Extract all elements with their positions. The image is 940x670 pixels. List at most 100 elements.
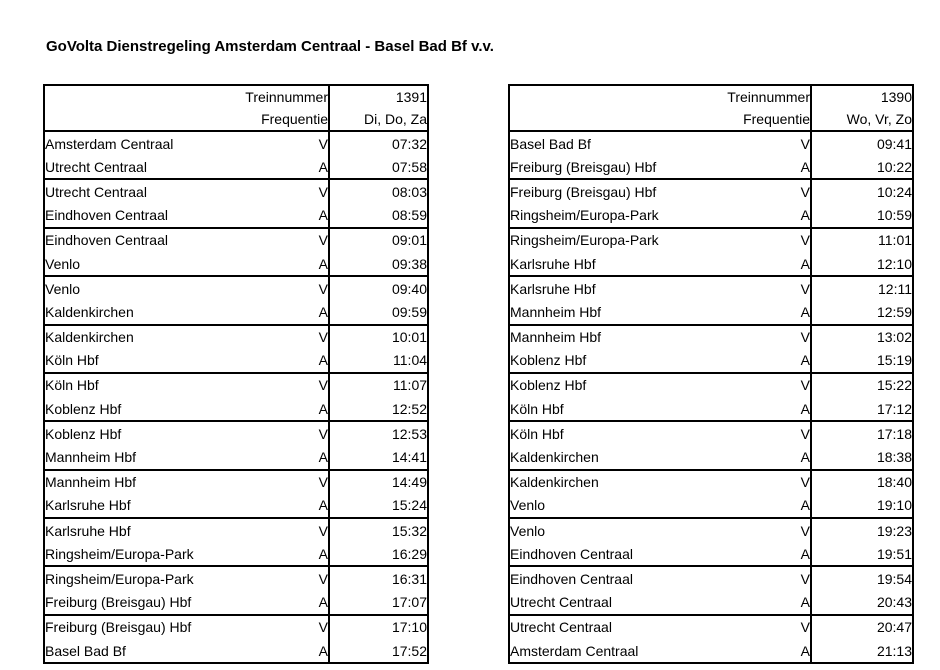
stop-type: V bbox=[294, 371, 330, 398]
timetable-row: Amsterdam Centraal A 21:13 bbox=[509, 638, 914, 664]
stop-time: 16:31 bbox=[328, 565, 429, 591]
station-name: Venlo bbox=[510, 497, 546, 514]
station-name: Eindhoven Centraal bbox=[44, 226, 294, 252]
stop-time: 15:32 bbox=[328, 516, 429, 543]
timetable-body: Amsterdam Centraal V 07:32 Utrecht Centraal… bbox=[44, 129, 429, 664]
stop-type: V bbox=[776, 275, 812, 301]
stop-time: 15:24 bbox=[328, 493, 429, 518]
frequency-value: Di, Do, Za bbox=[328, 108, 429, 131]
timetable-row: Kaldenkirchen A 18:38 bbox=[509, 445, 914, 470]
stop-time: 18:40 bbox=[810, 468, 914, 494]
train-number-row: Treinnummer 1391 bbox=[44, 85, 429, 108]
timetable-row: Utrecht Centraal V 08:03 bbox=[44, 178, 429, 204]
stop-time: 12:11 bbox=[810, 275, 914, 301]
timetable-row: Freiburg (Breisgau) Hbf A 10:22 bbox=[509, 155, 914, 180]
stop-type: A bbox=[318, 594, 329, 611]
station-name: Köln Hbf bbox=[509, 420, 776, 446]
stop-type: V bbox=[776, 516, 812, 543]
station-name: Utrecht Centraal bbox=[44, 178, 294, 204]
stop-time: 19:10 bbox=[810, 493, 914, 518]
station-name: Eindhoven Centraal bbox=[45, 207, 168, 224]
train-number-label: Treinnummer bbox=[245, 89, 329, 105]
stop-time: 09:01 bbox=[328, 226, 429, 252]
station-name: Kaldenkirchen bbox=[510, 449, 599, 466]
stop-type: A bbox=[800, 497, 811, 514]
station-name: Utrecht Centraal bbox=[45, 158, 147, 175]
stop-type: A bbox=[318, 642, 329, 659]
station-name: Mannheim Hbf bbox=[509, 323, 776, 349]
train-number-value: 1391 bbox=[328, 85, 429, 108]
stop-time: 14:41 bbox=[328, 445, 429, 470]
stop-type: V bbox=[776, 420, 812, 446]
timetable-row: Mannheim Hbf V 13:02 bbox=[509, 323, 914, 349]
train-number-row: Treinnummer 1390 bbox=[509, 85, 914, 108]
station-name: Amsterdam Centraal bbox=[44, 129, 294, 156]
stop-type: A bbox=[800, 545, 811, 562]
stop-time: 11:04 bbox=[328, 348, 429, 373]
stop-time: 19:51 bbox=[810, 542, 914, 567]
stop-type: A bbox=[318, 449, 329, 466]
timetable-row: Eindhoven Centraal V 09:01 bbox=[44, 226, 429, 252]
timetable-row: Eindhoven Centraal V 19:54 bbox=[509, 565, 914, 591]
timetable-row: Koblenz Hbf V 15:22 bbox=[509, 371, 914, 398]
stop-type: V bbox=[776, 129, 812, 156]
timetable-row: Eindhoven Centraal A 08:59 bbox=[44, 203, 429, 228]
stop-type: A bbox=[800, 352, 811, 369]
station-name: Basel Bad Bf bbox=[509, 129, 776, 156]
stop-time: 12:53 bbox=[328, 420, 429, 446]
stop-time: 17:18 bbox=[810, 420, 914, 446]
stop-time: 11:07 bbox=[328, 371, 429, 398]
stop-time: 09:59 bbox=[328, 300, 429, 325]
stop-type: A bbox=[318, 303, 329, 320]
stop-time: 10:01 bbox=[328, 323, 429, 349]
timetable-row: Amsterdam Centraal V 07:32 bbox=[44, 129, 429, 156]
timetable-row: Mannheim Hbf V 14:49 bbox=[44, 468, 429, 494]
station-name: Mannheim Hbf bbox=[45, 449, 137, 466]
station-name: Koblenz Hbf bbox=[509, 371, 776, 398]
stop-type: A bbox=[318, 207, 329, 224]
stop-time: 18:38 bbox=[810, 445, 914, 470]
station-name: Karlsruhe Hbf bbox=[510, 255, 596, 272]
timetable-row: Venlo V 09:40 bbox=[44, 275, 429, 301]
timetable-row: Karlsruhe Hbf V 12:11 bbox=[509, 275, 914, 301]
station-name: Ringsheim/Europa-Park bbox=[510, 207, 659, 224]
station-name: Freiburg (Breisgau) Hbf bbox=[510, 158, 657, 175]
station-name: Mannheim Hbf bbox=[44, 468, 294, 494]
station-name: Amsterdam Centraal bbox=[510, 642, 639, 659]
station-name: Freiburg (Breisgau) Hbf bbox=[509, 178, 776, 204]
stop-time: 07:58 bbox=[328, 155, 429, 180]
stop-type: V bbox=[294, 565, 330, 591]
timetable-row: Utrecht Centraal A 20:43 bbox=[509, 590, 914, 615]
timetable-row: Eindhoven Centraal A 19:51 bbox=[509, 542, 914, 567]
station-name: Mannheim Hbf bbox=[510, 303, 602, 320]
timetable-row: Utrecht Centraal A 07:58 bbox=[44, 155, 429, 180]
timetable-row: Mannheim Hbf A 14:41 bbox=[44, 445, 429, 470]
stop-type: A bbox=[800, 594, 811, 611]
timetable-row: Kaldenkirchen V 18:40 bbox=[509, 468, 914, 494]
timetable-row: Venlo A 09:38 bbox=[44, 251, 429, 277]
station-name: Ringsheim/Europa-Park bbox=[509, 226, 776, 252]
stop-type: V bbox=[294, 613, 330, 639]
timetable-row: Köln Hbf A 17:12 bbox=[509, 397, 914, 422]
stop-time: 20:47 bbox=[810, 613, 914, 639]
stop-type: V bbox=[294, 468, 330, 494]
stop-type: A bbox=[318, 400, 329, 417]
stop-time: 13:02 bbox=[810, 323, 914, 349]
stop-type: V bbox=[294, 178, 330, 204]
stop-type: V bbox=[776, 178, 812, 204]
timetable-header: Treinnummer 1391 Frequentie Di, Do, Za bbox=[44, 85, 429, 131]
stop-type: V bbox=[776, 565, 812, 591]
stop-time: 17:12 bbox=[810, 397, 914, 422]
station-name: Kaldenkirchen bbox=[509, 468, 776, 494]
stop-time: 14:49 bbox=[328, 468, 429, 494]
stop-type: A bbox=[318, 352, 329, 369]
timetable-body: Basel Bad Bf V 09:41 Freiburg (Breisgau) Hb… bbox=[509, 129, 914, 664]
timetable-row: Karlsruhe Hbf A 15:24 bbox=[44, 493, 429, 518]
timetable-row: Ringsheim/Europa-Park V 11:01 bbox=[509, 226, 914, 252]
stop-time: 10:24 bbox=[810, 178, 914, 204]
train-number-value: 1390 bbox=[810, 85, 914, 108]
timetable-row: Kaldenkirchen V 10:01 bbox=[44, 323, 429, 349]
stop-type: A bbox=[800, 158, 811, 175]
stop-time: 19:54 bbox=[810, 565, 914, 591]
